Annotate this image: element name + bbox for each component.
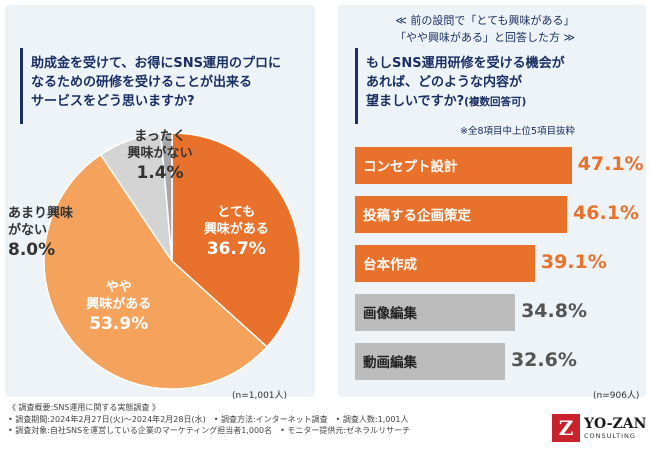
bar-value-label: 32.6% [510,349,577,371]
logo-subtitle: CONSULTING [584,431,636,440]
left-question-line: サービスをどう思いますか? [31,94,195,109]
bar-value-label: 46.1% [573,202,639,224]
left-question: 助成金を受けて、お得にSNS運用のプロに なるための研修を受けることが出来る サ… [20,48,310,124]
bar: 投稿する企画策定 [355,196,568,233]
bar: 画像編集 [355,294,516,331]
bar-category-label: コンセプト設計 [363,159,458,175]
pie-slice [43,153,269,390]
pie-slice [171,132,301,348]
bar-category-label: 動画編集 [363,355,417,371]
right-question-line: あれば、どのような内容が [366,75,523,90]
respondent-filter-note: ≪ 前の設問で「とても興味がある」 「やや興味がある」と回答した方 ≫ [360,12,610,46]
footer-line: 《 調査概要:SNS運用に関する実態調査 》 [8,403,160,412]
bar: コンセプト設計 [355,147,572,184]
pie-slice-label: とても 興味がある 36.7% [203,205,269,260]
left-question-line: なるための研修を受けることが出来る [31,75,253,90]
bar-category-label: 投稿する企画策定 [363,208,471,224]
filter-note-line: 「やや興味がある」と回答した方 ≫ [394,31,575,44]
right-question: もしSNS運用研修を受ける機会が あれば、どのような内容が 望ましいですか?(複… [355,48,640,124]
left-sample-size: (n=1,001人) [232,391,288,401]
logo-mark: Z [552,414,580,442]
top5-note: ※全8項目中上位5項目抜粋 [460,126,576,137]
bar-category-label: 台本作成 [363,257,417,273]
pie-chart [43,132,301,390]
bar-value-label: 39.1% [540,251,607,273]
bar: 動画編集 [355,343,505,380]
right-question-line: 望ましいですか? [366,94,465,109]
pie-slice-label: まったく 興味がない 1.4% [127,129,193,183]
company-logo: Z YO-ZAN CONSULTING [552,414,646,442]
footer-line: • 調査期間:2024年2月27日(火)〜2024年2月28日(水) • 調査方… [8,414,409,424]
right-sample-size: (n=906人) [593,391,640,401]
bar-value-label: 47.1% [577,153,644,175]
pie-slice-label: あまり興味 がない 8.0% [8,206,74,260]
bar: 台本作成 [355,245,535,282]
right-question-line: もしSNS運用研修を受ける機会が [366,56,565,71]
right-question-sub: (複数回答可) [464,96,527,108]
left-question-line: 助成金を受けて、お得にSNS運用のプロに [31,56,281,71]
pie-slice-label: やや 興味がある 53.9% [86,280,152,335]
bar-category-label: 画像編集 [363,306,417,322]
footer-line: • 調査対象:自社SNSを運営している企業のマーケティング担当者1,000名 •… [8,426,411,435]
survey-footer: 《 調査概要:SNS運用に関する実態調査 》 • 調査期間:2024年2月27日… [8,402,410,437]
logo-name: YO-ZAN [584,415,647,432]
filter-note-line: ≪ 前の設問で「とても興味がある」 [395,14,575,27]
pie-slice [159,132,173,262]
bar-value-label: 34.8% [521,300,587,322]
